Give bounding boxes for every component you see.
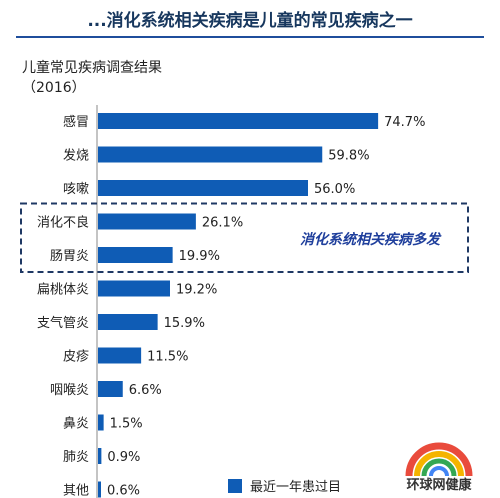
value-label: 26.1%: [202, 216, 243, 231]
bar: [98, 180, 308, 196]
value-label: 1.5%: [110, 417, 143, 432]
title-divider: [16, 36, 484, 38]
value-label: 59.8%: [328, 149, 369, 164]
legend: 最近一年患过目: [228, 476, 341, 495]
category-label: 扁桃体炎: [37, 283, 89, 298]
chart-title: ...消化系统相关疾病是儿童的常见疾病之一: [87, 11, 413, 31]
bar: [98, 113, 379, 129]
value-label: 0.6%: [107, 484, 140, 498]
category-label: 肠胃炎: [50, 249, 89, 264]
category-label: 咽喉炎: [50, 383, 89, 398]
bar: [98, 213, 196, 230]
value-label: 0.9%: [107, 450, 140, 465]
bar: [98, 347, 142, 364]
category-label: 支气管炎: [37, 315, 89, 331]
category-label: 消化不良: [37, 215, 89, 231]
subtitle-line-1: 儿童常见疾病调查结果: [22, 60, 162, 76]
category-label: 咳嗽: [63, 182, 89, 197]
highlight-box: [20, 202, 469, 273]
bar: [98, 381, 123, 397]
bar: [98, 448, 102, 464]
category-label: 鼻炎: [63, 416, 89, 432]
category-label: 感冒: [63, 114, 89, 130]
watermark-logo-icon: [405, 442, 473, 477]
value-label: 15.9%: [164, 316, 205, 331]
subtitle-line-2: （2016）: [22, 80, 86, 96]
bar: [98, 280, 170, 297]
bar: [98, 414, 104, 431]
bar: [98, 481, 101, 498]
watermark-text: 环球网健康: [406, 478, 472, 493]
value-label: 19.9%: [179, 249, 220, 264]
value-label: 19.2%: [176, 283, 217, 298]
category-label: 发烧: [63, 148, 89, 164]
value-label: 6.6%: [129, 383, 162, 398]
category-label: 其他: [63, 484, 89, 498]
chart-subtitle: 儿童常见疾病调查结果 （2016）: [22, 58, 162, 98]
bar: [98, 314, 158, 330]
category-label: 肺炎: [63, 450, 89, 465]
legend-label: 最近一年患过目: [250, 480, 342, 495]
highlight-annotation: 消化系统相关疾病多发: [300, 231, 442, 248]
watermark: 环球网健康: [384, 434, 494, 494]
legend-swatch: [228, 478, 242, 493]
value-label: 56.0%: [314, 182, 355, 197]
value-label: 74.7%: [384, 115, 425, 130]
category-label: 皮疹: [63, 349, 89, 365]
bar: [98, 146, 323, 163]
value-label: 11.5%: [147, 350, 188, 365]
bar: [98, 247, 173, 263]
